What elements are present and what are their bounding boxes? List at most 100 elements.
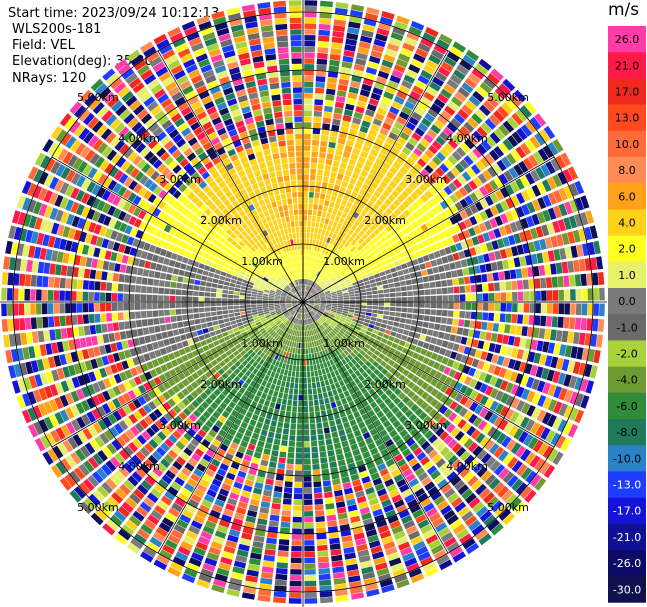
range-gate-cell [49, 329, 56, 341]
range-gate-cell [229, 492, 240, 501]
range-gate-cell [431, 140, 442, 151]
range-gate-cell [278, 374, 283, 381]
range-gate-cell [170, 481, 182, 492]
range-gate-cell [322, 350, 327, 356]
range-gate-cell [318, 23, 331, 31]
range-gate-cell [371, 313, 378, 318]
range-gate-cell [572, 229, 581, 243]
range-gate-cell [294, 306, 299, 310]
range-gate-cell [318, 393, 323, 400]
range-gate-cell [557, 316, 564, 328]
range-gate-cell [537, 148, 549, 162]
range-gate-cell [454, 392, 464, 403]
range-gate-cell [103, 500, 116, 513]
range-gate-cell [308, 348, 311, 354]
range-gate-cell [547, 142, 559, 156]
range-gate-cell [420, 456, 430, 466]
range-gate-cell [132, 356, 140, 366]
range-gate-cell [360, 289, 366, 293]
range-gate-cell [417, 472, 429, 482]
range-gate-cell [79, 337, 87, 348]
range-gate-cell [349, 296, 355, 300]
range-gate-cell [378, 194, 387, 203]
range-gate-cell [263, 307, 269, 311]
range-gate-cell [216, 302, 222, 307]
range-gate-cell [299, 366, 303, 372]
range-gate-cell [173, 350, 181, 358]
range-gate-cell [105, 303, 112, 312]
range-gate-cell [308, 209, 313, 216]
range-gate-cell [337, 307, 343, 311]
range-gate-cell [268, 303, 274, 306]
range-gate-cell [411, 384, 420, 393]
range-gate-cell [387, 278, 394, 284]
range-gate-cell [462, 365, 471, 375]
range-gate-cell [277, 321, 283, 327]
range-gate-cell [199, 458, 210, 468]
range-gate-cell [56, 367, 65, 380]
range-gate-cell [352, 318, 358, 323]
range-gate-cell [487, 230, 496, 240]
range-gate-cell [403, 74, 416, 84]
range-gate-cell [157, 340, 165, 348]
range-gate-cell [385, 439, 394, 448]
range-gate-cell [370, 316, 377, 322]
range-gate-cell [257, 440, 265, 448]
range-gate-cell [361, 295, 367, 299]
range-gate-cell [335, 149, 343, 156]
range-gate-cell [493, 282, 500, 291]
range-gate-cell [513, 501, 527, 515]
range-gate-cell [288, 598, 302, 604]
range-gate-cell [401, 514, 413, 525]
range-gate-cell [275, 319, 281, 324]
range-gate-cell [230, 409, 239, 418]
range-gate-cell [330, 276, 336, 282]
range-gate-cell [156, 446, 167, 457]
range-gate-cell [258, 465, 268, 472]
range-gate-cell [367, 154, 376, 162]
range-gate-cell [95, 357, 104, 368]
range-gate-cell [562, 421, 573, 435]
range-gate-cell [430, 295, 437, 302]
range-gate-cell [296, 435, 303, 442]
range-gate-cell [504, 224, 513, 235]
range-gate-cell [83, 325, 91, 336]
range-gate-cell [228, 313, 235, 318]
range-gate-cell [415, 80, 427, 90]
range-gate-cell [304, 528, 314, 535]
range-gate-cell [459, 294, 466, 302]
range-gate-cell [304, 522, 314, 529]
range-gate-cell [495, 202, 504, 214]
range-gate-cell [446, 170, 456, 181]
range-gate-cell [312, 251, 317, 257]
range-gate-cell [274, 372, 280, 379]
range-gate-cell [119, 371, 128, 382]
range-gate-cell [276, 468, 285, 475]
range-gate-cell [280, 380, 286, 387]
range-gate-cell [326, 514, 337, 522]
range-gate-cell [351, 424, 359, 432]
range-gate-cell [343, 297, 350, 300]
range-gate-cell [406, 195, 415, 205]
range-gate-cell [13, 318, 20, 331]
range-gate-cell [211, 478, 222, 488]
range-gate-cell [118, 351, 126, 361]
range-gate-cell [356, 264, 363, 270]
range-gate-cell [473, 369, 482, 379]
range-gate-cell [75, 402, 85, 415]
range-gate-cell [398, 213, 407, 221]
range-gate-cell [280, 445, 287, 452]
range-gate-cell [480, 351, 488, 361]
range-gate-cell [310, 281, 314, 287]
range-gate-cell [505, 247, 513, 258]
range-gate-cell [400, 47, 413, 58]
range-gate-cell [303, 116, 312, 122]
range-gate-cell [96, 259, 104, 270]
range-gate-cell [330, 48, 342, 55]
range-gate-cell [195, 377, 204, 386]
colorbar-unit: m/s [608, 0, 640, 20]
range-gate-cell [468, 72, 481, 85]
range-gate-cell [343, 299, 350, 302]
range-gate-cell [468, 413, 478, 424]
range-gate-cell [420, 138, 430, 148]
